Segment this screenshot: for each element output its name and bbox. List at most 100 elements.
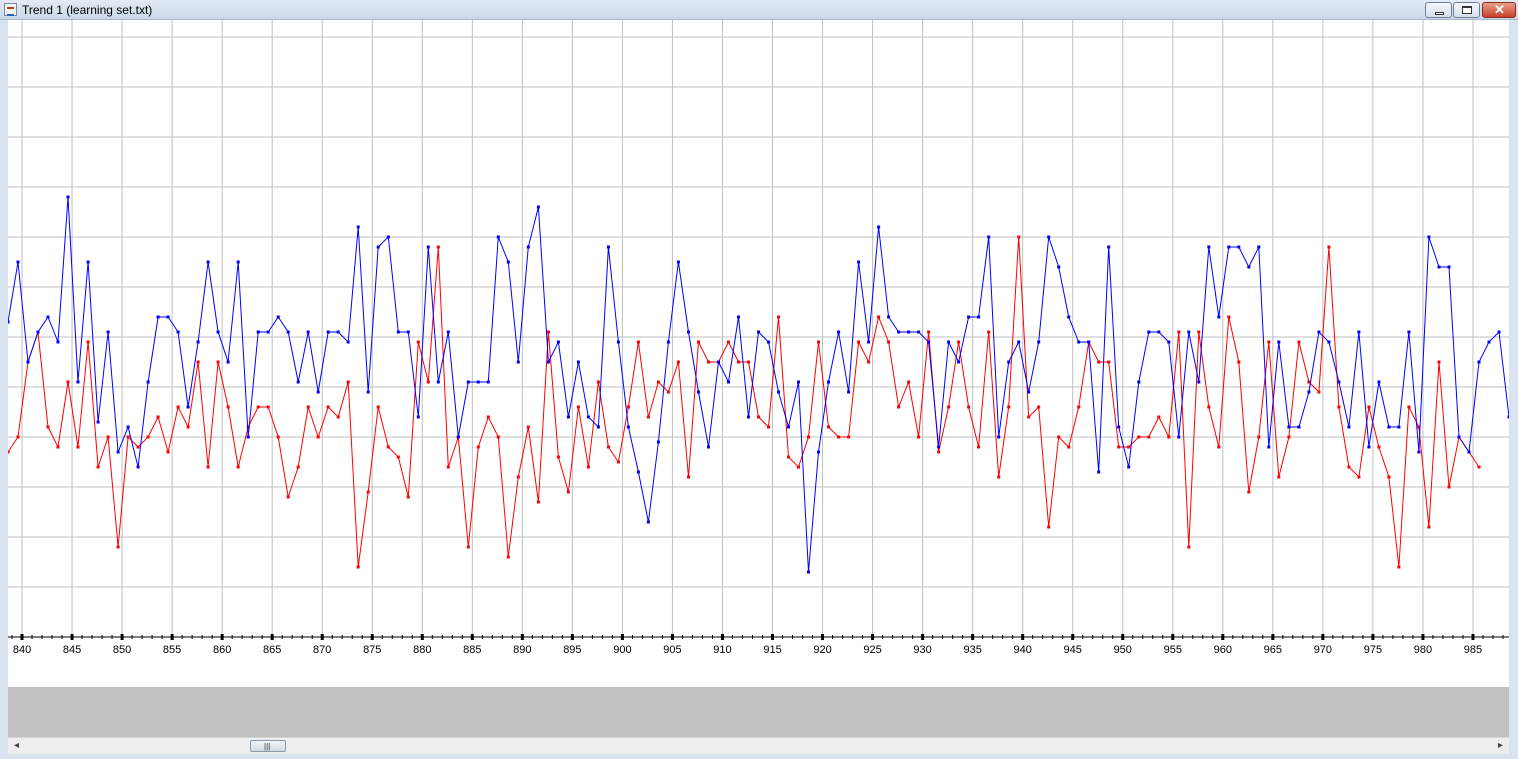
blue-data-point xyxy=(466,380,470,384)
red-data-point xyxy=(276,435,280,439)
blue-data-point xyxy=(336,330,340,334)
red-data-point xyxy=(536,500,540,504)
red-data-point xyxy=(867,360,871,364)
blue-data-point xyxy=(947,340,951,344)
restore-button[interactable] xyxy=(1453,2,1480,18)
red-data-point xyxy=(346,380,350,384)
red-data-point xyxy=(747,360,750,364)
blue-data-point xyxy=(56,340,60,344)
red-data-point xyxy=(236,465,240,469)
red-data-point xyxy=(1267,340,1271,344)
blue-data-point xyxy=(546,360,550,364)
close-icon: ✕ xyxy=(1494,2,1505,17)
red-data-point xyxy=(1317,390,1321,394)
blue-data-point xyxy=(1047,235,1051,239)
scrollbar-thumb[interactable]: ||| xyxy=(250,740,286,752)
blue-data-point xyxy=(206,260,210,264)
horizontal-scrollbar[interactable]: ◂ ||| ▸ xyxy=(8,737,1509,754)
blue-data-point xyxy=(1327,340,1331,344)
red-data-point xyxy=(586,465,590,469)
red-data-point xyxy=(16,435,20,439)
red-data-point xyxy=(1477,465,1481,469)
red-data-point xyxy=(256,405,260,409)
blue-data-point xyxy=(516,360,520,364)
red-data-point xyxy=(987,330,991,334)
red-data-point xyxy=(76,445,80,449)
blue-data-point xyxy=(1447,265,1451,269)
blue-data-point xyxy=(847,390,851,394)
blue-data-point xyxy=(106,330,110,334)
blue-data-point xyxy=(1077,340,1081,344)
blue-data-point xyxy=(166,315,170,319)
blue-data-point xyxy=(817,450,820,454)
blue-data-point xyxy=(126,425,130,429)
blue-data-point xyxy=(526,245,530,249)
blue-data-point xyxy=(887,315,891,319)
blue-data-point xyxy=(8,320,10,324)
x-tick-label: 950 xyxy=(1114,644,1132,656)
red-data-point xyxy=(136,445,140,449)
blue-data-point xyxy=(666,340,670,344)
blue-data-point xyxy=(1357,330,1361,334)
red-data-point xyxy=(566,490,570,494)
scroll-right-arrow-icon[interactable]: ▸ xyxy=(1497,740,1504,751)
blue-data-point xyxy=(987,235,991,239)
red-data-point xyxy=(86,340,90,344)
blue-data-point xyxy=(917,330,921,334)
red-data-point xyxy=(947,405,951,409)
red-data-point xyxy=(636,340,640,344)
blue-data-point xyxy=(1207,245,1211,249)
blue-data-point xyxy=(1467,450,1471,454)
close-button[interactable]: ✕ xyxy=(1482,2,1516,18)
red-data-point xyxy=(476,445,480,449)
blue-data-point xyxy=(366,390,370,394)
blue-data-point xyxy=(96,420,100,424)
blue-data-point xyxy=(717,360,720,364)
blue-data-point xyxy=(1347,425,1351,429)
red-data-point xyxy=(897,405,901,409)
blue-data-point xyxy=(496,235,500,239)
red-data-point xyxy=(146,435,150,439)
red-data-point xyxy=(1067,445,1071,449)
red-data-point xyxy=(46,425,50,429)
window-title-bar[interactable]: Trend 1 (learning set.txt) ✕ xyxy=(0,0,1518,20)
red-data-point xyxy=(827,425,830,429)
red-data-point xyxy=(446,465,450,469)
red-data-point xyxy=(166,450,170,454)
red-data-point xyxy=(837,435,841,439)
blue-data-point xyxy=(356,225,360,229)
red-data-point xyxy=(877,315,881,319)
blue-data-point xyxy=(1027,390,1031,394)
blue-data-point xyxy=(76,380,80,384)
red-data-point xyxy=(1157,415,1161,419)
blue-data-point xyxy=(1137,380,1141,384)
red-data-point xyxy=(656,380,660,384)
blue-data-point xyxy=(506,260,510,264)
red-data-point xyxy=(606,445,610,449)
blue-data-point xyxy=(46,315,50,319)
blue-data-point xyxy=(346,340,350,344)
red-data-point xyxy=(687,475,690,479)
java-app-icon[interactable] xyxy=(4,3,17,16)
red-data-point xyxy=(1227,315,1231,319)
red-data-point xyxy=(1447,485,1451,489)
blue-data-point xyxy=(316,390,320,394)
blue-data-point xyxy=(456,435,460,439)
blue-data-point xyxy=(1407,330,1411,334)
minimize-icon xyxy=(1435,12,1444,15)
blue-data-point xyxy=(1107,245,1111,249)
scroll-left-arrow-icon[interactable]: ◂ xyxy=(13,740,20,751)
x-tick-label: 965 xyxy=(1264,644,1282,656)
red-data-point xyxy=(96,465,100,469)
red-data-point xyxy=(1357,475,1361,479)
x-tick-label: 970 xyxy=(1314,644,1332,656)
minimize-button[interactable] xyxy=(1425,2,1452,18)
red-data-point xyxy=(1027,415,1031,419)
blue-data-point xyxy=(1477,360,1481,364)
red-data-point xyxy=(887,340,891,344)
red-data-point xyxy=(416,340,420,344)
blue-data-point xyxy=(626,425,630,429)
blue-data-point xyxy=(827,380,830,384)
x-tick-label: 885 xyxy=(463,644,481,656)
x-tick-label: 915 xyxy=(763,644,781,656)
